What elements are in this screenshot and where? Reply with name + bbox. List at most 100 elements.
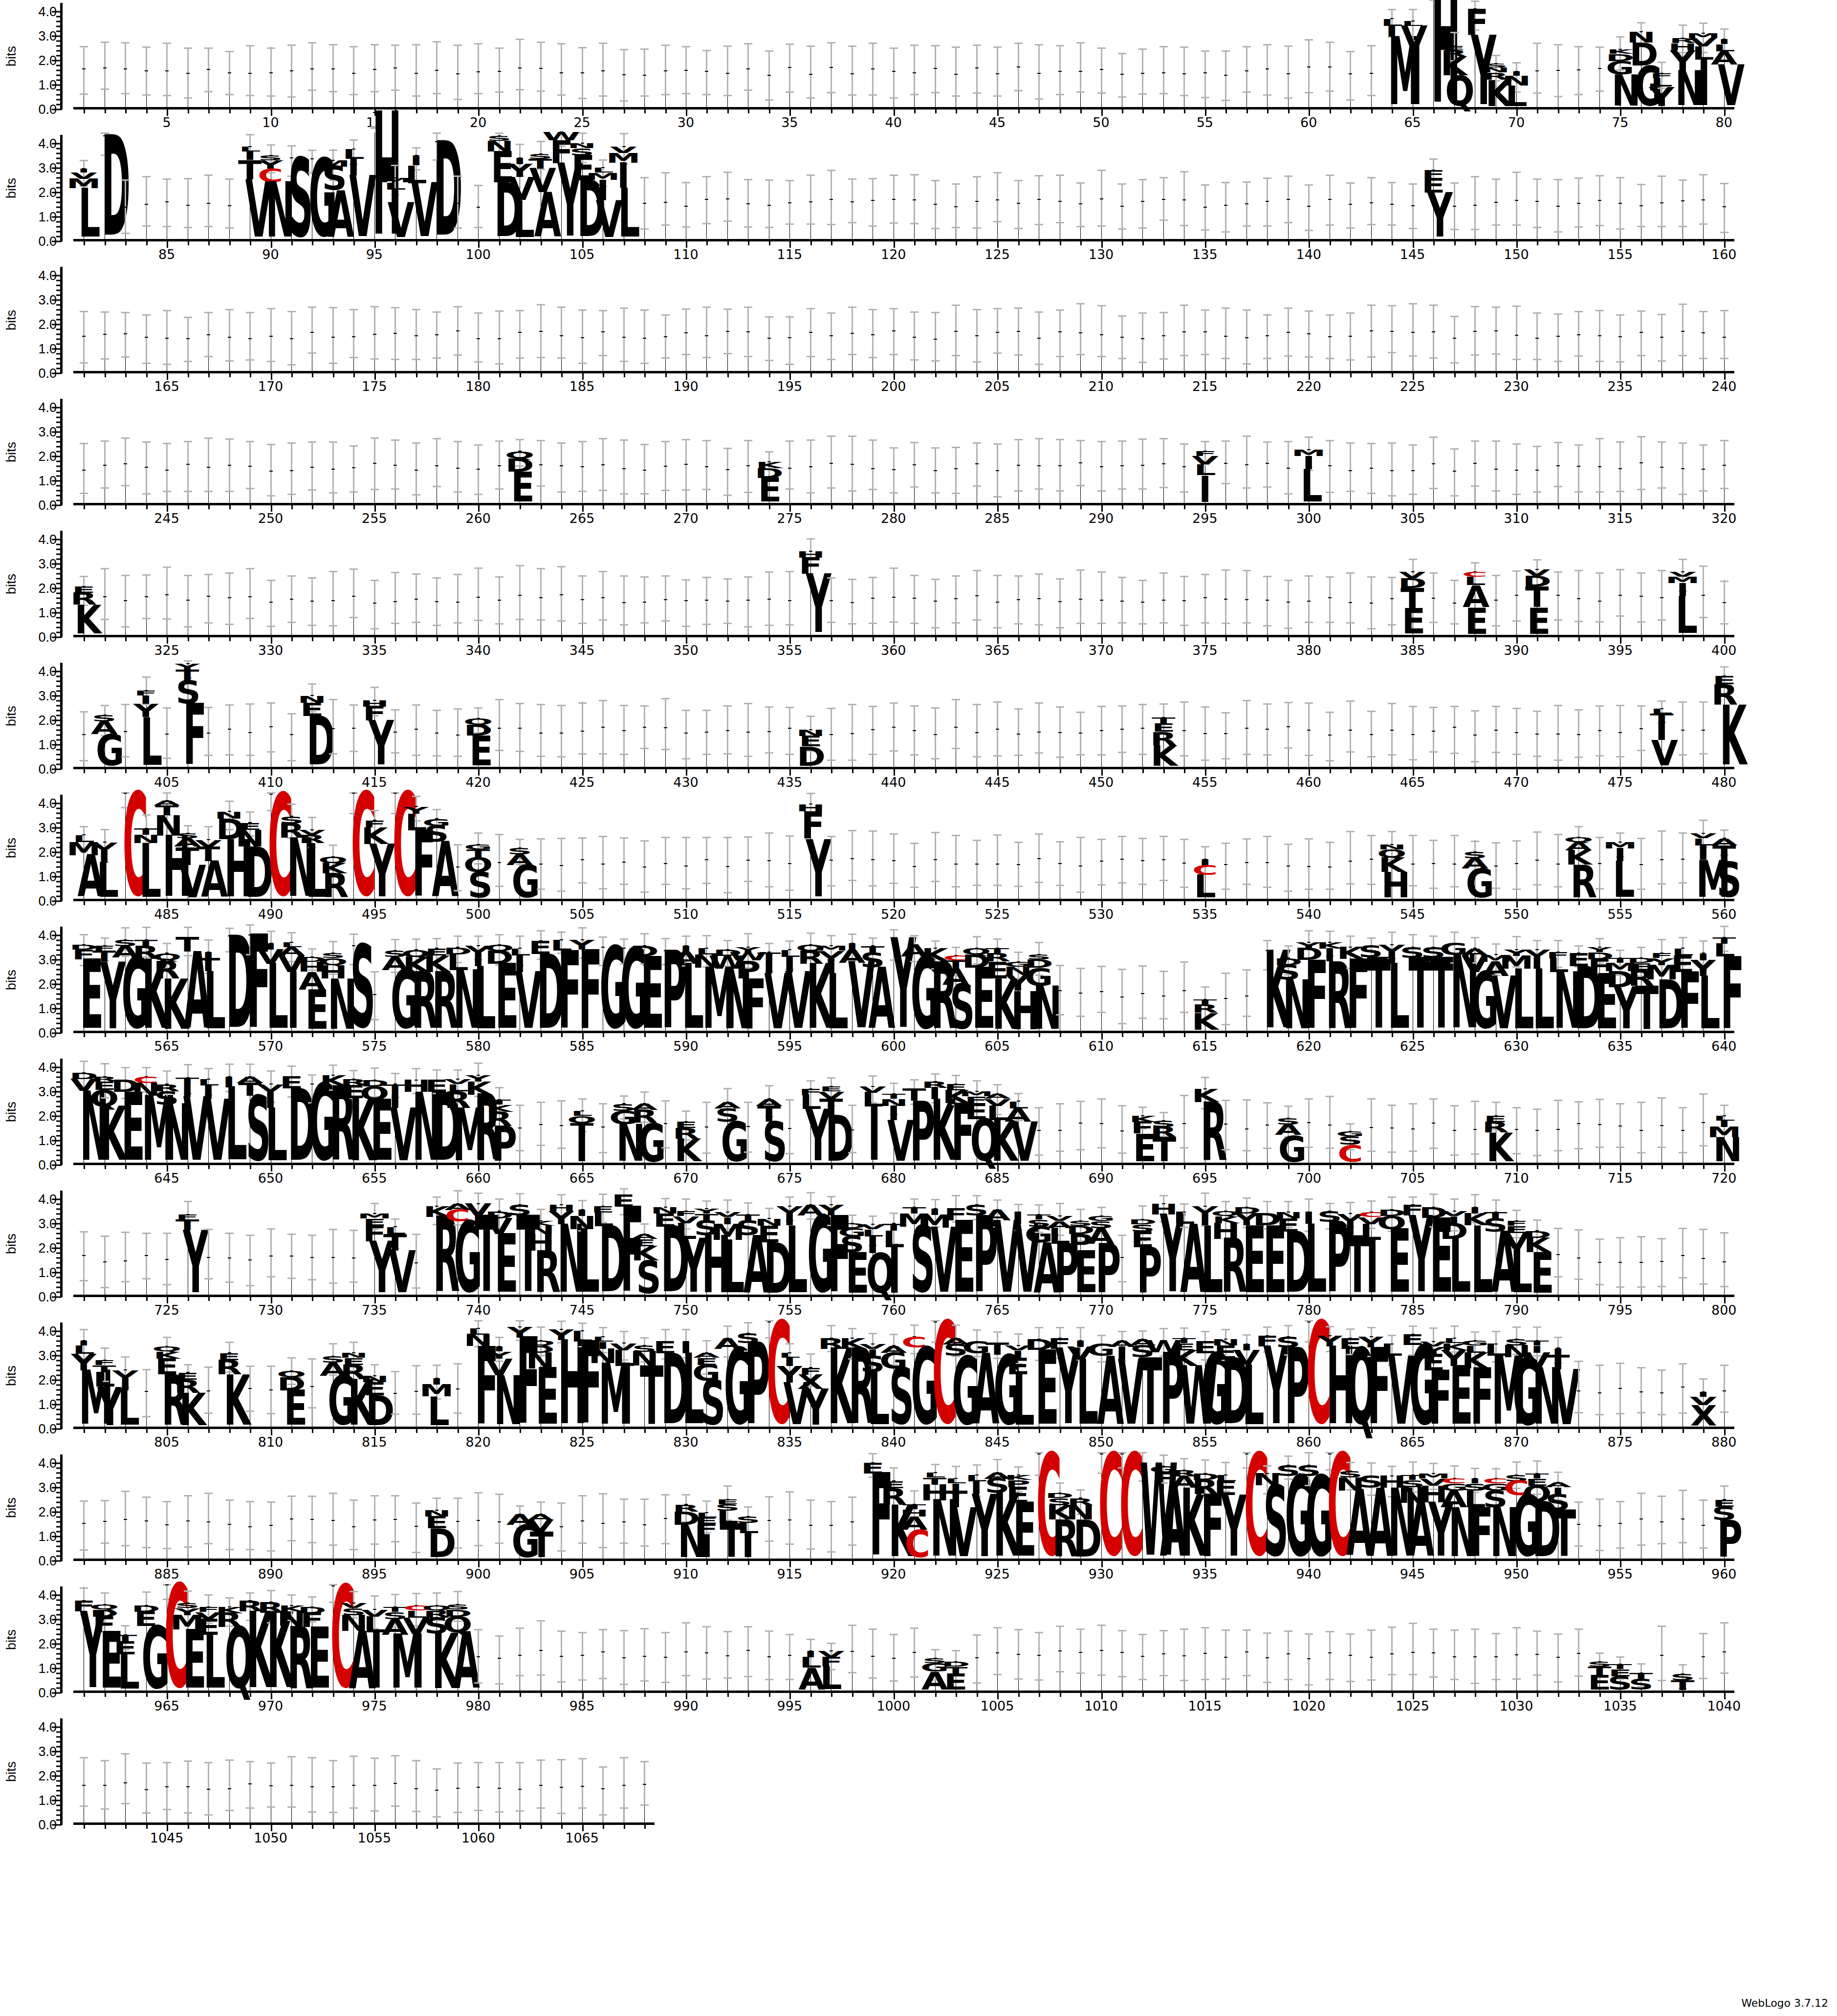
logo-stack: FY [1257, 1336, 1277, 1427]
errorbar-mean-marker [1224, 998, 1227, 999]
errorbar-cap-top [702, 440, 711, 441]
y-tick-minor [56, 460, 62, 462]
errorbar-cap-bottom [433, 625, 441, 626]
errorbar-mean-marker [290, 1785, 293, 1786]
errorbar [955, 447, 957, 494]
x-tick-label: 150 [1504, 248, 1529, 261]
errorbar-mean-marker [310, 467, 314, 468]
errorbar-cap-bottom [620, 884, 628, 885]
errorbar-mean-marker [145, 204, 148, 205]
errorbar-cap-bottom [1014, 228, 1023, 229]
errorbar-cap-bottom [1201, 759, 1209, 761]
errorbar-mean-marker [684, 206, 688, 207]
errorbar-mean-marker [1598, 730, 1601, 731]
errorbar-cap-top [869, 309, 877, 310]
x-tick-minor [1475, 1165, 1476, 1169]
errorbar-cap-top [454, 574, 462, 575]
errorbar [747, 43, 749, 91]
x-tick-minor [1225, 1429, 1227, 1433]
logo-stack: GSC [1340, 1132, 1360, 1163]
errorbar-cap-bottom [1159, 219, 1168, 221]
x-tick-minor [1288, 1165, 1290, 1169]
logo-letter: E [1035, 1351, 1043, 1427]
x-tick-minor [1662, 901, 1663, 905]
x-tick-minor [499, 109, 501, 113]
x-tick-label: 705 [1400, 1171, 1425, 1185]
logo-stack: ILAV [1714, 40, 1734, 107]
x-tick-minor [520, 109, 521, 113]
y-tick-minor [56, 998, 62, 999]
errorbar-cap-top [454, 1497, 462, 1499]
errorbar-cap-top [454, 708, 462, 710]
errorbar-mean-marker [1224, 463, 1227, 464]
errorbar-mean-marker [892, 330, 896, 331]
y-tick-minor [56, 343, 62, 345]
logo-letter: G [1409, 1346, 1416, 1427]
errorbar-mean-marker [913, 337, 916, 338]
errorbar-cap-bottom [1388, 624, 1396, 626]
errorbar-cap-bottom [661, 1147, 670, 1149]
errorbar-mean-marker [269, 336, 273, 337]
errorbar-cap-top [1409, 1103, 1417, 1105]
errorbar-cap-bottom [807, 492, 815, 494]
logo-stack: ILV [406, 156, 426, 239]
y-tick-label: 1.0 [38, 474, 57, 487]
logo-letter: G [328, 1376, 338, 1427]
errorbar-cap-top [184, 575, 192, 576]
errorbar-cap-bottom [163, 758, 171, 759]
x-tick-minor [1350, 241, 1352, 245]
logo-letter: S [288, 158, 295, 239]
x-tick-minor [748, 637, 749, 641]
errorbar-cap-bottom [993, 352, 1002, 354]
x-tick-label: 365 [984, 644, 1010, 657]
errorbar-cap-top [1699, 22, 1707, 24]
errorbar-cap-top [620, 705, 628, 706]
errorbar-cap-top [578, 441, 587, 442]
errorbar-cap-bottom [640, 891, 649, 893]
errorbar [727, 448, 728, 496]
logo-stack: NED [759, 1219, 779, 1295]
x-tick-minor [499, 1165, 501, 1169]
x-tick-minor [603, 1693, 604, 1697]
x-tick-minor [312, 1825, 313, 1829]
x-tick-minor [852, 769, 853, 773]
errorbar-cap-bottom [142, 1547, 151, 1548]
errorbar [955, 575, 957, 624]
errorbar-cap-bottom [1201, 622, 1209, 624]
errorbar-cap-bottom [1699, 753, 1707, 755]
y-tick-minor [56, 1467, 62, 1469]
logo-letter: E [1402, 609, 1423, 635]
errorbar-cap-top [890, 1467, 898, 1469]
errorbar-mean-marker [248, 466, 252, 467]
errorbar-mean-marker [705, 600, 708, 601]
errorbar-cap-bottom [1658, 226, 1666, 227]
errorbar-cap-bottom [1492, 888, 1500, 889]
errorbar-mean-marker [1203, 1653, 1207, 1654]
errorbar-cap-top [1076, 1101, 1085, 1102]
errorbar-mean-marker [1702, 469, 1705, 470]
x-tick-minor [84, 1033, 85, 1037]
x-tick-minor [1060, 1297, 1061, 1301]
errorbar-cap-top [910, 442, 918, 443]
errorbar [914, 311, 915, 361]
x-tick-label: 985 [569, 1699, 595, 1713]
logo-letter: G [1470, 973, 1479, 1031]
x-tick-minor [1350, 1693, 1352, 1697]
x-tick-minor [84, 1297, 85, 1301]
x-tick-minor [208, 1561, 210, 1565]
y-tick-minor [56, 1628, 62, 1630]
x-tick-minor [748, 769, 749, 773]
x-tick-minor [312, 1033, 313, 1037]
errorbar-cap-bottom [1367, 1150, 1376, 1152]
errorbar-cap-top [1346, 1123, 1355, 1125]
x-tick-minor [250, 1297, 251, 1301]
x-tick-label: 110 [673, 248, 699, 261]
y-tick-minor [56, 21, 62, 22]
errorbar-cap-top [661, 1632, 670, 1633]
errorbar-cap-top [890, 1334, 898, 1335]
x-tick-label: 1020 [1292, 1699, 1326, 1713]
errorbar [872, 830, 874, 887]
logo-letter: M [453, 1109, 462, 1163]
y-tick-minor [56, 729, 62, 731]
errorbar-cap-bottom [1138, 93, 1147, 95]
